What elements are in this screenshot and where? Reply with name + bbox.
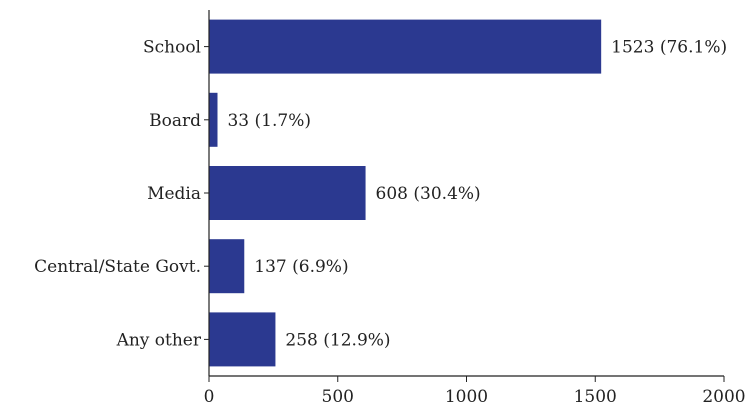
- category-label-board: Board: [149, 111, 201, 131]
- category-label-media: Media: [147, 184, 201, 204]
- bar-school: [209, 19, 602, 74]
- x-tick-label-0: 0: [204, 387, 215, 407]
- category-label-any-other: Any other: [116, 330, 202, 350]
- data-label-any-other: 258 (12.9%): [285, 330, 390, 350]
- data-label-media: 608 (30.4%): [376, 184, 481, 204]
- axes-layer: [204, 10, 725, 382]
- bars-layer: [209, 19, 602, 367]
- bar-central-state-govt: [209, 239, 245, 294]
- category-label-central-state-govt: Central/State Govt.: [34, 257, 201, 277]
- data-label-central-state-govt: 137 (6.9%): [254, 257, 348, 277]
- data-label-board: 33 (1.7%): [227, 111, 311, 131]
- x-tick-label-2000: 2000: [702, 387, 745, 407]
- bar-media: [209, 166, 366, 220]
- bar-board: [209, 92, 218, 147]
- data-label-school: 1523 (76.1%): [611, 38, 727, 58]
- x-tick-label-1500: 1500: [574, 387, 617, 407]
- x-tick-label-500: 500: [322, 387, 354, 407]
- category-label-school: School: [143, 38, 201, 58]
- bar-any-other: [209, 312, 276, 367]
- labels-layer: School 1523 (76.1%) Board 33 (1.7%) Media 608…: [34, 38, 745, 407]
- x-tick-label-1000: 1000: [445, 387, 488, 407]
